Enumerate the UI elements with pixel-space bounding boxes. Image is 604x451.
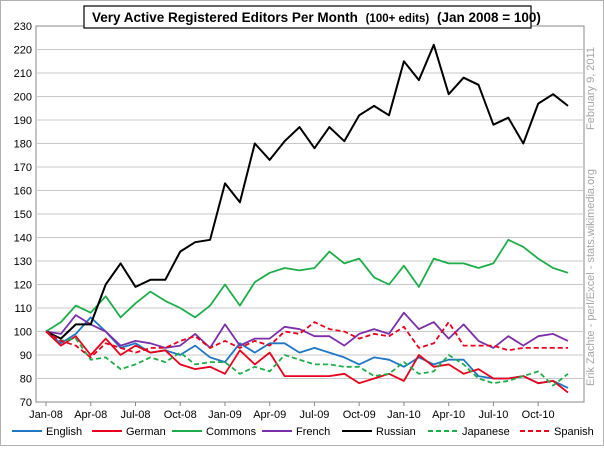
y-tick-label: 100: [14, 327, 32, 339]
y-tick-label: 90: [20, 350, 32, 362]
x-tick-label: Oct-08: [164, 409, 197, 421]
y-tick-label: 170: [14, 162, 32, 174]
legend-label-russian: Russian: [376, 426, 416, 438]
chart-title-main: Very Active Registered Editors Per Month: [92, 10, 358, 25]
axes: 70 80 90 100 110 120 130 140 150 160 170 180 190 200 2…: [14, 21, 555, 421]
gridlines: [36, 49, 584, 379]
chart-title: Very Active Registered Editors Per Month…: [92, 10, 541, 25]
y-tick-label: 160: [14, 186, 32, 198]
x-tick-label: Jan-09: [208, 409, 242, 421]
series-line-japanese: [45, 330, 569, 387]
series-line-english: [45, 316, 569, 389]
series-line-spanish: [45, 321, 568, 359]
chart-title-small: (100+ edits): [366, 13, 430, 25]
date-note: February 9, 2011: [585, 47, 597, 130]
side-note: Erik Zachte - perl/Excel - stats.wikimed…: [585, 169, 597, 386]
legend-label-spanish: Spanish: [554, 426, 594, 438]
chart-title-range: (Jan 2008 = 100): [437, 10, 541, 25]
x-tick-label: Oct-10: [522, 409, 555, 421]
x-tick-label: Apr-10: [432, 409, 465, 421]
x-tick-label: Apr-08: [74, 409, 107, 421]
legend: English German Commons French Russian Japanes…: [12, 426, 594, 438]
series-line-commons: [45, 238, 569, 333]
y-tick-label: 120: [14, 280, 32, 292]
x-tick-label: Jul-09: [299, 409, 329, 421]
y-tick-label: 140: [14, 233, 32, 245]
x-tick-label: Jan-08: [29, 409, 63, 421]
y-tick-label: 220: [14, 45, 32, 57]
x-tick-label: Apr-09: [253, 409, 286, 421]
legend-label-commons: Commons: [206, 426, 257, 438]
y-tick-label: 150: [14, 209, 32, 221]
y-tick-label: 180: [14, 139, 32, 151]
series-line-german: [45, 330, 569, 394]
y-tick-label: 190: [14, 115, 32, 127]
y-tick-label: 110: [14, 303, 32, 315]
series-line-russian: [45, 43, 569, 340]
title-box: [83, 5, 532, 29]
legend-label-german: German: [126, 426, 166, 438]
x-tick-label: Jan-10: [387, 409, 421, 421]
series-line-french: [45, 311, 569, 349]
y-tick-label: 200: [14, 92, 32, 104]
x-tick-label: Jul-08: [121, 409, 151, 421]
y-tick-label: 230: [14, 21, 32, 33]
x-tick-label: Oct-09: [343, 409, 376, 421]
y-tick-label: 130: [14, 256, 32, 268]
series-lines: [45, 43, 569, 394]
x-tick-label: Jul-10: [478, 409, 508, 421]
legend-label-english: English: [46, 426, 82, 438]
y-tick-label: 210: [14, 68, 32, 80]
legend-label-japanese: Japanese: [462, 426, 510, 438]
y-tick-label: 70: [20, 397, 32, 409]
legend-label-french: French: [296, 426, 330, 438]
y-tick-label: 80: [20, 374, 32, 386]
